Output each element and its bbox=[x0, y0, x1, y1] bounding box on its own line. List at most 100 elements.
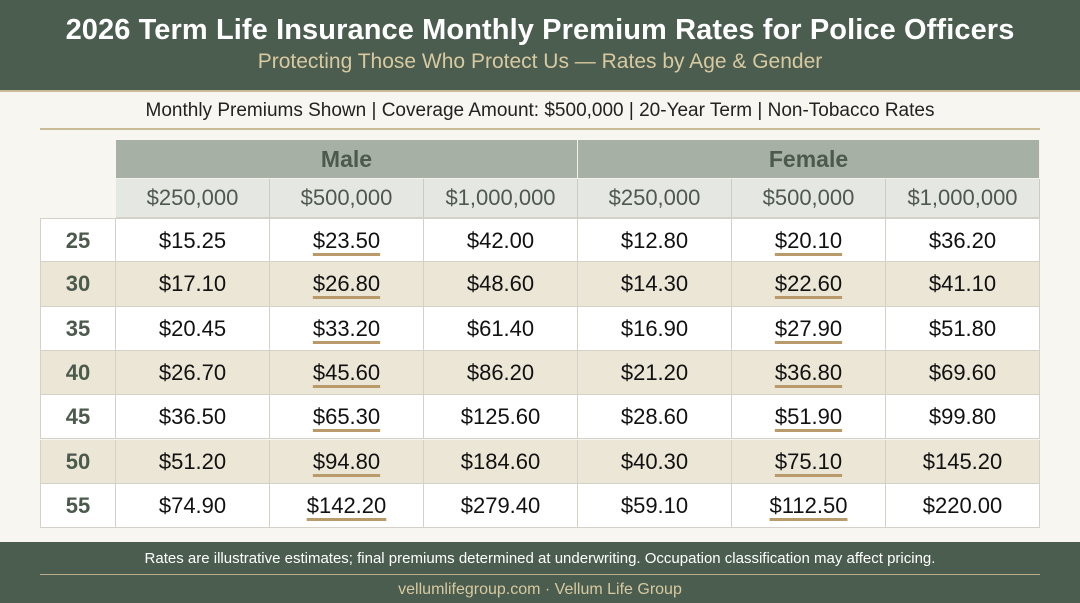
rate-cell: $65.30 bbox=[270, 395, 424, 440]
rate-cell: $16.90 bbox=[578, 306, 732, 351]
rate-value: $20.45 bbox=[158, 315, 227, 341]
rate-value: $26.70 bbox=[158, 359, 227, 385]
rate-value: $125.60 bbox=[460, 404, 541, 430]
rate-cell: $36.50 bbox=[116, 395, 270, 440]
rate-value: $94.80 bbox=[312, 448, 381, 474]
rate-cell: $36.80 bbox=[732, 350, 886, 396]
rate-cell: $40.30 bbox=[578, 439, 732, 484]
rate-value: $220.00 bbox=[922, 492, 1003, 518]
age-label: 25 bbox=[40, 218, 116, 263]
rate-cell: $61.40 bbox=[424, 306, 578, 351]
rate-value: $48.60 bbox=[466, 271, 535, 297]
coverage-header: $1,000,000 bbox=[886, 179, 1040, 218]
rate-cell: $21.20 bbox=[578, 350, 732, 396]
rate-cell: $36.20 bbox=[886, 218, 1040, 263]
rate-value: $22.60 bbox=[774, 271, 843, 297]
rate-cell: $51.80 bbox=[886, 306, 1040, 351]
rate-value: $23.50 bbox=[312, 228, 381, 253]
rate-value: $112.50 bbox=[769, 492, 848, 518]
gender-header-female: Female bbox=[578, 140, 1040, 179]
age-label: 35 bbox=[40, 306, 116, 351]
info-line: Monthly Premiums Shown | Coverage Amount… bbox=[145, 100, 935, 121]
coverage-header: $500,000 bbox=[732, 179, 886, 218]
rate-value: $42.00 bbox=[466, 228, 535, 253]
rate-cell: $33.20 bbox=[270, 306, 424, 351]
rate-value: $99.80 bbox=[928, 404, 997, 430]
rate-value: $75.10 bbox=[774, 448, 843, 474]
rate-value: $17.10 bbox=[158, 271, 227, 297]
rate-cell: $42.00 bbox=[424, 218, 578, 263]
rate-cell: $112.50 bbox=[732, 483, 886, 529]
page-title: 2026 Term Life Insurance Monthly Premium… bbox=[65, 14, 1015, 46]
rate-cell: $94.80 bbox=[270, 439, 424, 484]
rate-cell: $142.20 bbox=[270, 483, 424, 529]
footer-divider bbox=[40, 574, 1040, 575]
age-label: 50 bbox=[40, 439, 116, 484]
footer-brand: vellumlifegroup.com · Vellum Life Group bbox=[398, 581, 682, 598]
rate-value: $16.90 bbox=[620, 315, 689, 341]
rate-cell: $145.20 bbox=[886, 439, 1040, 484]
info-divider bbox=[40, 128, 1040, 130]
gender-header-male: Male bbox=[116, 140, 578, 179]
rate-value: $74.90 bbox=[158, 492, 227, 518]
rate-cell: $51.90 bbox=[732, 395, 886, 440]
age-label: 40 bbox=[40, 350, 116, 396]
rate-value: $86.20 bbox=[466, 359, 535, 385]
rate-cell: $23.50 bbox=[270, 218, 424, 263]
rate-cell: $14.30 bbox=[578, 262, 732, 307]
coverage-header: $1,000,000 bbox=[424, 179, 578, 218]
rate-cell: $12.80 bbox=[578, 218, 732, 263]
coverage-header: $250,000 bbox=[116, 179, 270, 218]
header-banner: 2026 Term Life Insurance Monthly Premium… bbox=[0, 0, 1080, 90]
header-divider bbox=[0, 90, 1080, 92]
rate-value: $26.80 bbox=[312, 271, 381, 297]
age-label: 45 bbox=[40, 395, 116, 440]
rate-cell: $184.60 bbox=[424, 439, 578, 484]
rate-cell: $279.40 bbox=[424, 483, 578, 529]
rate-value: $279.40 bbox=[460, 492, 541, 518]
rate-value: $61.40 bbox=[466, 315, 535, 341]
rate-value: $59.10 bbox=[620, 492, 689, 518]
rate-cell: $27.90 bbox=[732, 306, 886, 351]
rate-cell: $59.10 bbox=[578, 483, 732, 529]
rate-cell: $22.60 bbox=[732, 262, 886, 307]
age-label: 30 bbox=[40, 262, 116, 307]
rate-value: $51.80 bbox=[928, 315, 997, 341]
rate-value: $14.30 bbox=[620, 271, 689, 297]
age-label: 55 bbox=[40, 483, 116, 529]
rate-value: $41.10 bbox=[928, 271, 997, 297]
rate-cell: $20.45 bbox=[116, 306, 270, 351]
rate-cell: $41.10 bbox=[886, 262, 1040, 307]
footer-banner: Rates are illustrative estimates; final … bbox=[0, 542, 1080, 603]
rate-value: $36.50 bbox=[158, 404, 227, 430]
footer-note: Rates are illustrative estimates; final … bbox=[144, 550, 936, 567]
rate-cell: $74.90 bbox=[116, 483, 270, 529]
rate-cell: $45.60 bbox=[270, 350, 424, 396]
rate-cell: $28.60 bbox=[578, 395, 732, 440]
rate-value: $51.90 bbox=[774, 404, 843, 430]
rate-value: $145.20 bbox=[922, 448, 1003, 474]
rate-value: $28.60 bbox=[620, 404, 689, 430]
rate-value: $12.80 bbox=[620, 228, 689, 253]
rate-cell: $220.00 bbox=[886, 483, 1040, 529]
rate-cell: $20.10 bbox=[732, 218, 886, 263]
rate-cell: $69.60 bbox=[886, 350, 1040, 396]
coverage-header: $250,000 bbox=[578, 179, 732, 218]
rate-value: $40.30 bbox=[620, 448, 689, 474]
rate-value: $21.20 bbox=[620, 359, 689, 385]
rate-cell: $15.25 bbox=[116, 218, 270, 263]
rate-value: $27.90 bbox=[774, 315, 843, 341]
rate-value: $184.60 bbox=[460, 448, 541, 474]
rate-value: $69.60 bbox=[928, 359, 997, 385]
rate-cell: $26.80 bbox=[270, 262, 424, 307]
page-subtitle: Protecting Those Who Protect Us — Rates … bbox=[257, 50, 823, 73]
rate-cell: $51.20 bbox=[116, 439, 270, 484]
rate-cell: $75.10 bbox=[732, 439, 886, 484]
rate-value: $51.20 bbox=[158, 448, 227, 474]
rate-value: $142.20 bbox=[306, 492, 387, 518]
rate-cell: $99.80 bbox=[886, 395, 1040, 440]
rate-cell: $48.60 bbox=[424, 262, 578, 307]
rate-cell: $86.20 bbox=[424, 350, 578, 396]
rate-value: $15.25 bbox=[158, 228, 227, 253]
rate-value: $36.80 bbox=[774, 359, 843, 385]
